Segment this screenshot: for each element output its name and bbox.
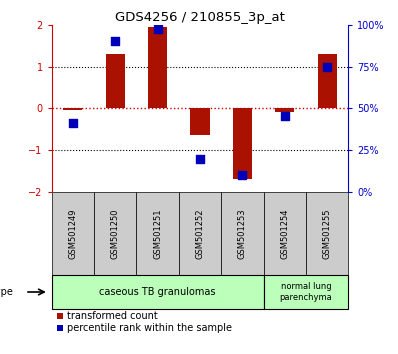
Bar [52,192,94,275]
Bar [318,54,337,108]
Text: caseous TB granulomas: caseous TB granulomas [100,287,216,297]
Point [112,39,119,44]
Title: GDS4256 / 210855_3p_at: GDS4256 / 210855_3p_at [115,11,285,24]
Bar [233,108,252,179]
Bar [52,275,263,309]
Point [239,172,246,178]
Bar [191,108,209,136]
Text: GSM501252: GSM501252 [195,208,205,259]
Text: GSM501250: GSM501250 [111,208,120,259]
Legend: transformed count, percentile rank within the sample: transformed count, percentile rank withi… [57,312,232,333]
Bar [94,192,137,275]
Bar [306,192,348,275]
Text: GSM501253: GSM501253 [238,208,247,259]
Point [281,113,288,119]
Text: normal lung
parenchyma: normal lung parenchyma [279,282,332,302]
Bar [263,192,306,275]
Text: GSM501255: GSM501255 [322,208,332,259]
Bar [106,54,125,108]
Point [70,120,76,126]
Point [154,26,161,32]
Text: GSM501251: GSM501251 [153,208,162,259]
Bar [275,108,294,113]
Bar [221,192,263,275]
Bar [137,192,179,275]
Point [324,64,330,69]
Text: cell type: cell type [0,287,13,297]
Point [197,156,203,162]
Bar [263,275,348,309]
Bar [179,192,221,275]
Bar [148,27,167,108]
Bar [63,108,82,109]
Text: GSM501254: GSM501254 [280,208,289,259]
Text: GSM501249: GSM501249 [68,208,78,259]
